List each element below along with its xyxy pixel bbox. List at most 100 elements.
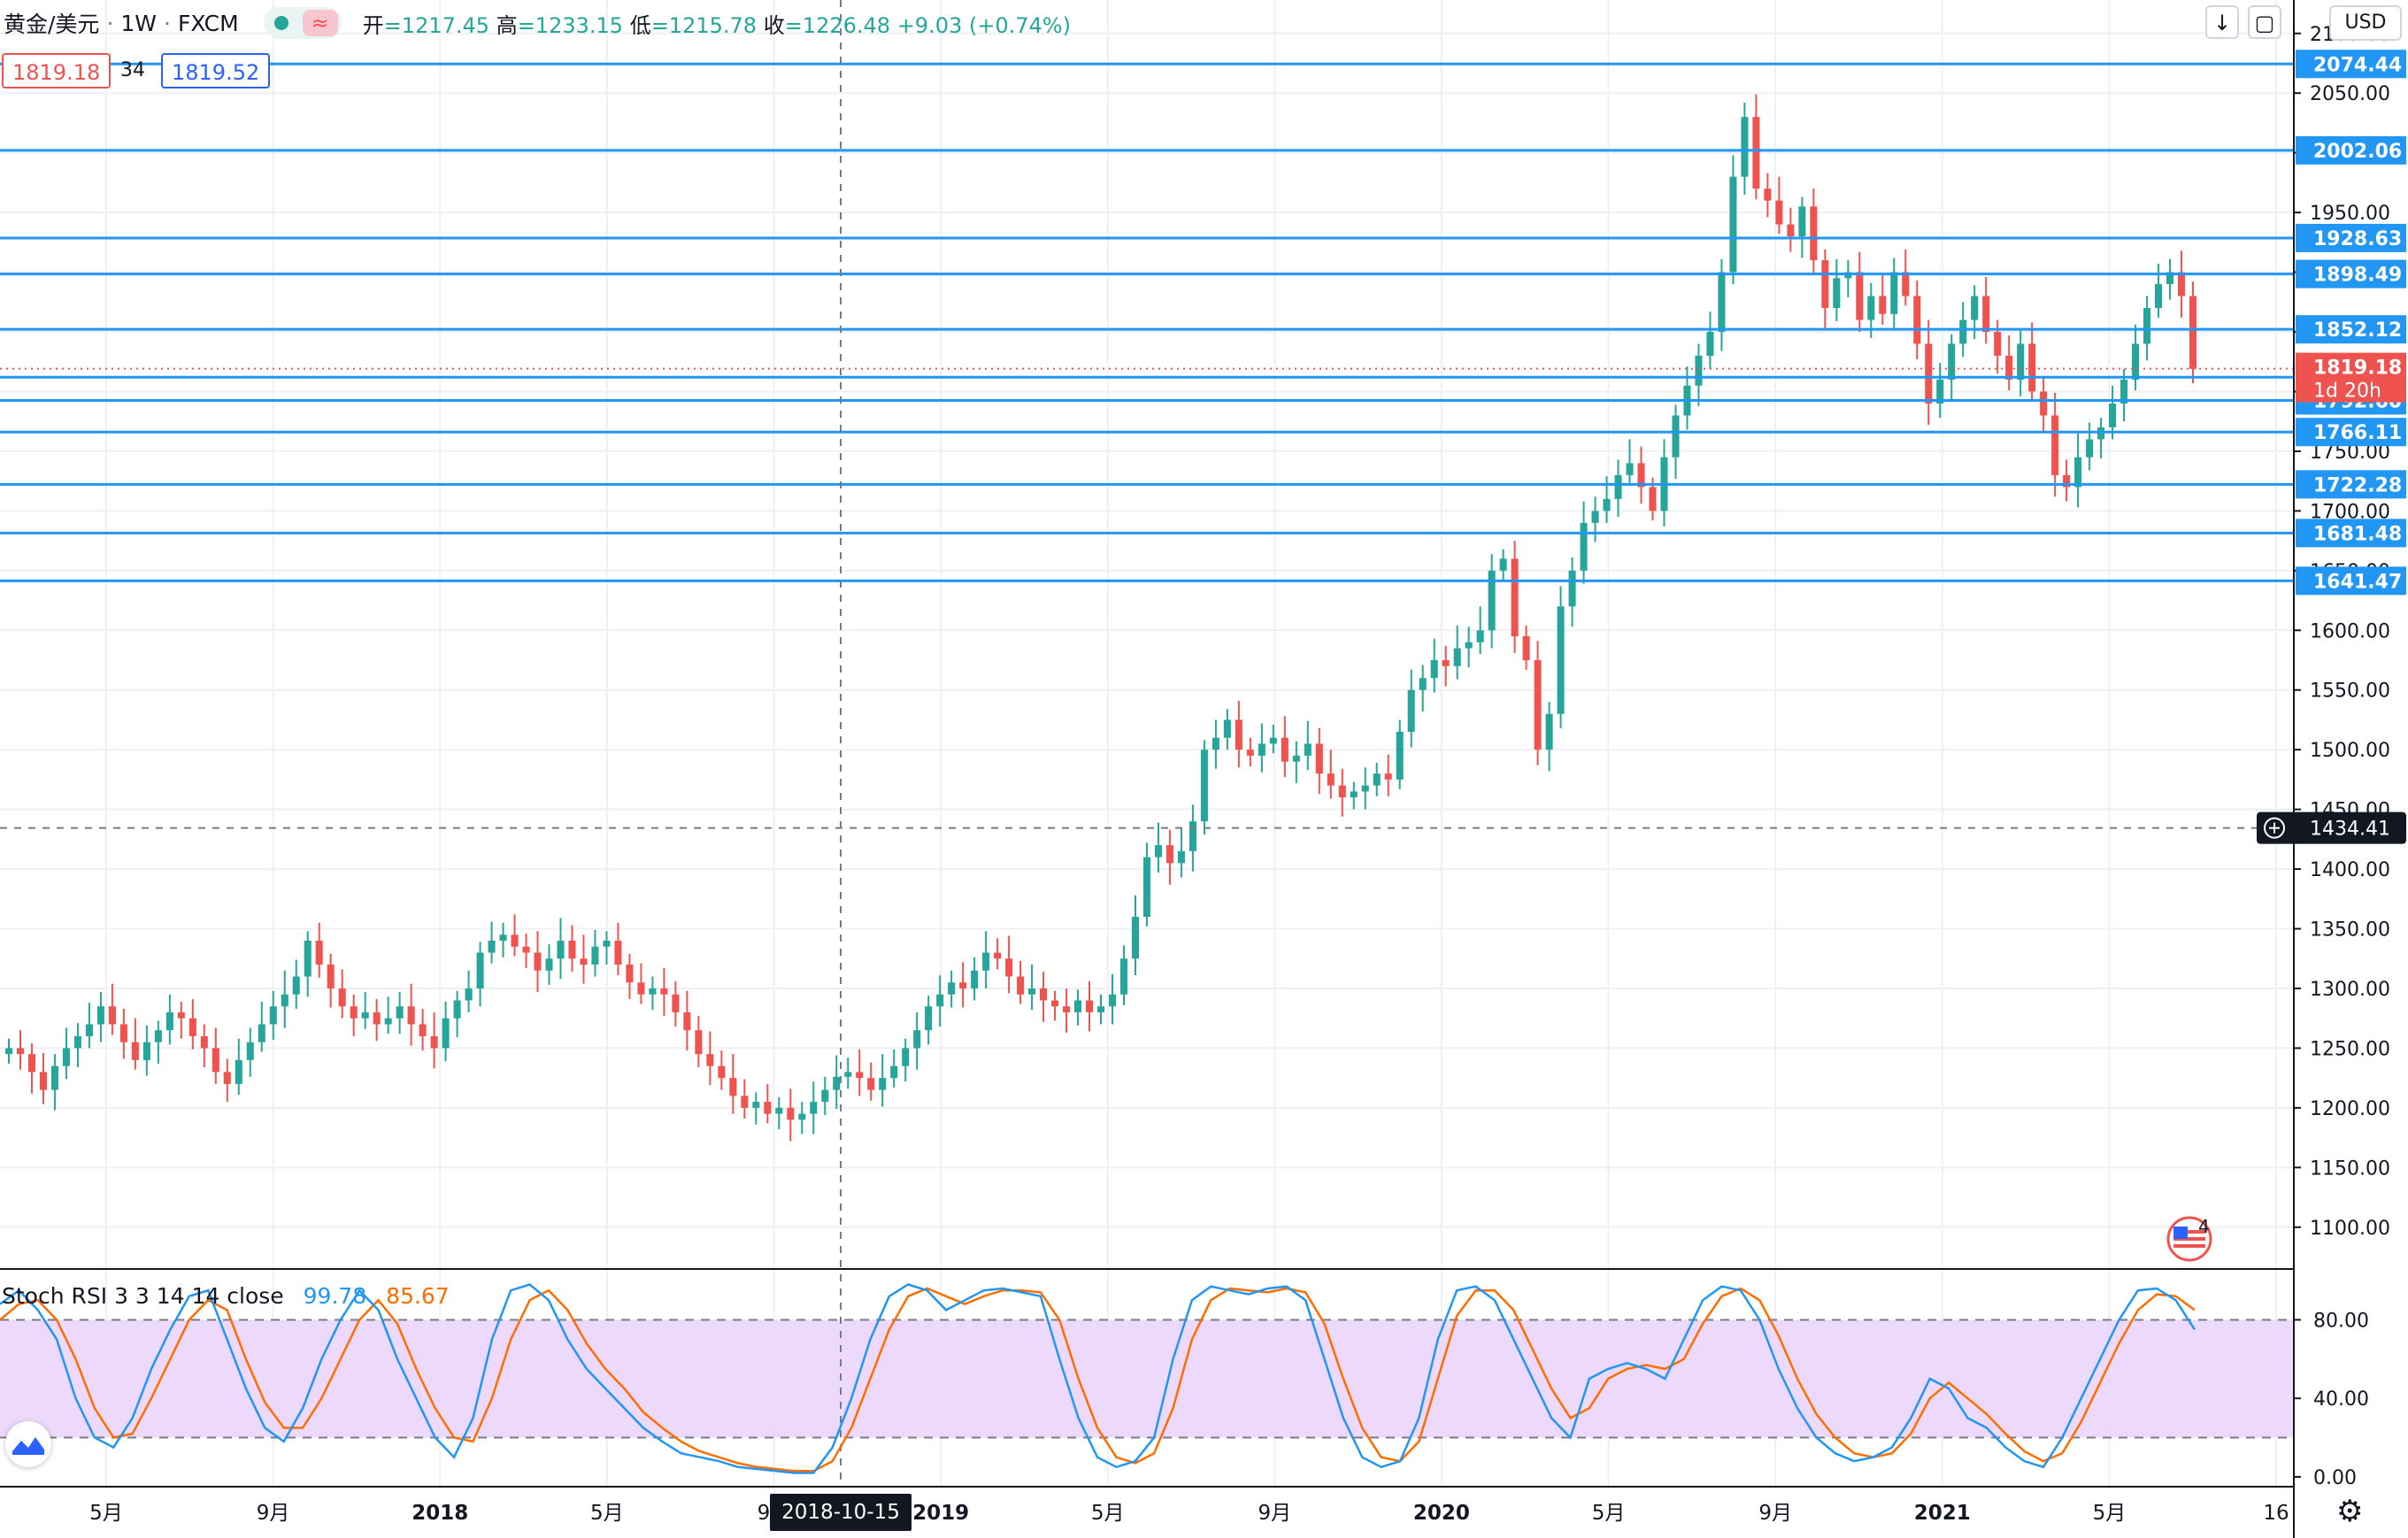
ohlc-values: 开=1217.45 高=1233.15 低=1215.78 收=1226.48 …	[362, 12, 1071, 38]
candle-body	[488, 941, 496, 953]
candle-body	[2051, 415, 2059, 475]
candle-body	[281, 994, 288, 1007]
candle-body	[522, 946, 530, 953]
level-price-label: 2002.06	[2313, 141, 2402, 163]
candle-body	[637, 982, 645, 995]
countdown-label: 1d 20h	[2313, 381, 2381, 403]
level-price-tag	[2296, 50, 2406, 79]
candle-body	[1568, 570, 1576, 607]
candle-body	[27, 1054, 36, 1073]
high-value: 1233.15	[535, 12, 624, 38]
candle-body	[119, 1024, 127, 1042]
candle-body	[108, 1006, 116, 1025]
stoch-d-line	[0, 1287, 2196, 1473]
symbol-name[interactable]: 黄金/美元	[4, 12, 100, 37]
candle-body	[1867, 296, 1875, 320]
candle-body	[1338, 785, 1346, 798]
candle-body	[1028, 988, 1036, 995]
candle-body	[936, 994, 944, 1007]
price-tick-label: 1300.00	[2310, 979, 2390, 1001]
candle-body	[1384, 773, 1392, 780]
spread-value: 34	[120, 59, 145, 81]
candle-body	[580, 958, 588, 965]
settings-gear-icon[interactable]: ⚙	[2336, 1494, 2364, 1529]
candle-body	[1166, 845, 1173, 864]
candle-body	[1913, 296, 1921, 344]
candle-body	[1189, 821, 1196, 851]
candle-body	[1856, 272, 1864, 320]
candle-body	[350, 1006, 358, 1019]
sell-price-button[interactable]: 1819.18	[2, 53, 112, 88]
interval-label[interactable]: 1W	[120, 10, 158, 36]
level-price-tag	[2296, 223, 2406, 252]
market-status-pill[interactable]: ≈	[263, 7, 342, 39]
tradingview-logo[interactable]	[5, 1421, 51, 1467]
indicator-legend[interactable]: Stoch RSI 3 3 14 14 close 99.78 85.67	[2, 1283, 450, 1309]
candle-body	[1177, 850, 1185, 864]
candle-body	[499, 934, 507, 942]
candle-body	[315, 941, 323, 965]
candle-body	[1798, 206, 1806, 237]
separator: ·	[164, 10, 171, 36]
level-price-label: 1766.11	[2313, 422, 2402, 444]
candle-body	[2132, 343, 2140, 380]
candle-body	[1879, 296, 1887, 314]
candle-body	[1315, 743, 1323, 774]
event-count-badge: 4	[2198, 1216, 2210, 1237]
candle-body	[1591, 511, 1599, 523]
logo-icon	[12, 1437, 44, 1455]
crosshair-price-tag	[2257, 811, 2406, 844]
stoch-tick-label: 80.00	[2313, 1310, 2369, 1332]
candle-body	[1936, 379, 1944, 404]
candle-body	[718, 1065, 726, 1079]
time-tick-label: 9月	[1758, 1502, 1792, 1525]
candle-body	[1223, 719, 1231, 738]
symbol-header: 黄金/美元 · 1W · FXCM ≈ 开=1217.45 高=1233.15 …	[0, 0, 1071, 46]
fullscreen-icon: ▢	[2254, 11, 2275, 35]
candle-body	[844, 1072, 852, 1077]
level-price-tag	[2296, 566, 2406, 596]
candle-body	[1522, 636, 1530, 661]
candle-body	[165, 1011, 173, 1031]
candle-body	[2166, 272, 2174, 285]
candle-body	[50, 1065, 58, 1090]
candle-body	[327, 965, 335, 988]
candle-body	[1545, 713, 1553, 750]
stoch-tick-label: 0.00	[2313, 1467, 2357, 1489]
candle-body	[131, 1042, 139, 1060]
candle-body	[982, 952, 990, 971]
time-tick-label: 5月	[1592, 1502, 1626, 1525]
candle-body	[1580, 522, 1588, 571]
buy-price-button[interactable]: 1819.52	[161, 53, 271, 88]
candle-body	[959, 982, 967, 988]
candle-body	[568, 941, 576, 959]
candle-body	[1453, 648, 1461, 666]
level-price-label: 1722.28	[2313, 474, 2402, 496]
candle-body	[1706, 332, 1714, 357]
candle-body	[626, 965, 634, 983]
scroll-down-button[interactable]: ↓	[2205, 5, 2239, 39]
candle-body	[1810, 206, 1818, 261]
fullscreen-button[interactable]: ▢	[2248, 5, 2281, 39]
candle-body	[200, 1035, 208, 1049]
candle-body	[1833, 278, 1841, 309]
price-tick-label: 1100.00	[2310, 1218, 2390, 1240]
candle-body	[1063, 1006, 1071, 1012]
candle-body	[1890, 272, 1898, 314]
level-price-label: 1641.47	[2313, 571, 2402, 593]
open-label: 开	[362, 12, 384, 38]
candle-body	[1499, 558, 1507, 571]
candle-body	[1096, 1006, 1105, 1012]
candle-body	[787, 1107, 795, 1120]
us-flag-icon[interactable]	[2166, 1216, 2212, 1262]
candle-body	[1787, 224, 1795, 237]
candle-body	[1419, 678, 1427, 690]
candle-body	[96, 1006, 104, 1025]
price-tick-label: 1400.00	[2310, 859, 2390, 881]
candle-body	[1488, 570, 1496, 631]
candle-body	[2189, 296, 2197, 369]
candle-body	[258, 1024, 265, 1042]
currency-button[interactable]: USD	[2329, 5, 2402, 41]
candle-body	[269, 1006, 277, 1025]
